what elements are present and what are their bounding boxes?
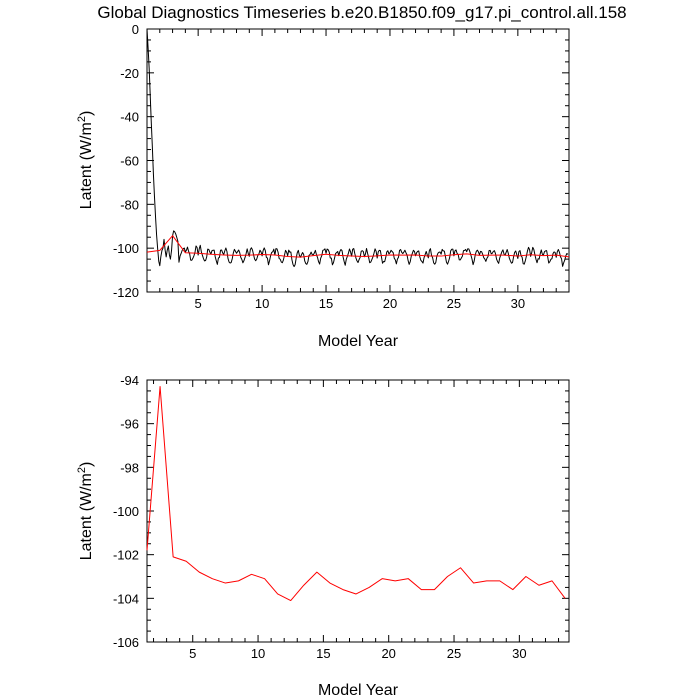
top-y-tick-label: -100 (113, 241, 139, 256)
bottom-y-tick-label: -106 (113, 635, 139, 650)
bottom-plot-frame (146, 379, 570, 643)
bottom-y-label-main: Latent (W/m (78, 473, 95, 560)
top-y-label-main: Latent (W/m (78, 122, 95, 209)
bottom-y-tick-label: -102 (113, 548, 139, 563)
bottom-x-tick-label: 30 (512, 646, 526, 661)
bottom-y-label-sup: 2 (76, 467, 88, 473)
top-y-label-sup: 2 (76, 116, 88, 122)
bottom-x-tick-label: 25 (447, 646, 461, 661)
figure-title: Global Diagnostics Timeseries b.e20.B185… (97, 3, 626, 22)
top-y-axis-label: Latent (W/m2) (76, 111, 95, 210)
bottom-annual-series-line (146, 386, 566, 602)
bottom-y-label-close: ) (78, 462, 95, 467)
top-x-tick-label: 25 (447, 296, 461, 311)
top-y-tick-label: -80 (120, 197, 139, 212)
bottom-panel: 5 10 15 20 25 30 -94 -96 -98 -100 -102 -104 -106 Mod… (76, 373, 570, 699)
top-y-tick-label: -40 (120, 110, 139, 125)
bottom-y-tick-label: -104 (113, 591, 139, 606)
bottom-y-tick-label: -96 (120, 417, 139, 432)
bottom-y-axis-label: Latent (W/m2) (76, 462, 95, 561)
top-y-tick-label: -120 (113, 285, 139, 300)
top-y-tick-label: -20 (120, 66, 139, 81)
bottom-x-tick-label: 20 (381, 646, 395, 661)
bottom-y-tick-label: -98 (120, 460, 139, 475)
top-series (146, 28, 570, 268)
top-x-axis-label: Model Year (318, 333, 399, 350)
top-y-tick-label: -60 (120, 154, 139, 169)
bottom-x-tick-label: 10 (251, 646, 265, 661)
bottom-ticks: 5 10 15 20 25 30 -94 -96 -98 -100 -102 -104 -106 (113, 373, 569, 661)
bottom-x-tick-label: 5 (189, 646, 196, 661)
bottom-y-tick-label: -94 (120, 373, 139, 388)
bottom-y-tick-label: -100 (113, 504, 139, 519)
top-y-tick-label: 0 (132, 22, 139, 37)
top-x-tick-label: 15 (319, 296, 333, 311)
top-panel: 5 10 15 20 25 30 0 -20 -40 -60 -80 -100 -120 Model Y… (76, 22, 570, 350)
top-x-tick-label: 20 (383, 296, 397, 311)
top-x-tick-label: 30 (511, 296, 525, 311)
top-x-tick-label: 5 (195, 296, 202, 311)
bottom-series (146, 386, 566, 602)
top-ticks: 5 10 15 20 25 30 0 -20 -40 -60 -80 -100 -120 (113, 22, 570, 311)
bottom-x-tick-label: 15 (316, 646, 330, 661)
top-x-tick-label: 10 (255, 296, 269, 311)
bottom-x-axis-label: Model Year (318, 682, 399, 699)
top-annual-series-line (146, 235, 570, 258)
top-monthly-series-line (146, 28, 569, 268)
top-y-label-close: ) (78, 111, 95, 116)
